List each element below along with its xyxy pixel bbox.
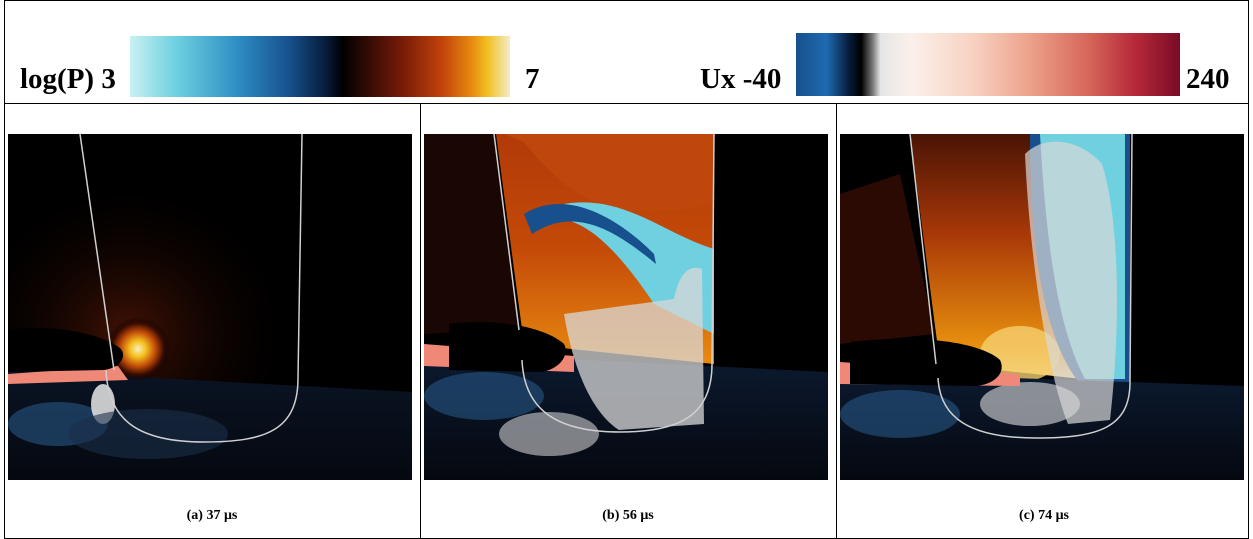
simulation-panel-b <box>424 134 828 480</box>
pressure-colorbar-label: log(P) 3 <box>20 63 116 95</box>
simulation-panel-a <box>8 134 412 480</box>
panel-divider-1 <box>420 103 421 539</box>
header-divider <box>4 103 1249 104</box>
velocity-colorbar-min: -40 <box>742 63 782 95</box>
right-border <box>1248 0 1249 539</box>
panel-a-caption: (a) 37 μs <box>186 508 238 523</box>
panel-c-caption: (c) 74 μs <box>1019 508 1069 523</box>
top-border <box>4 0 1249 1</box>
velocity-colorbar <box>796 33 1180 96</box>
panel-divider-2 <box>836 103 837 539</box>
velocity-colorbar-label: Ux -40 <box>700 63 782 95</box>
panel-b-caption: (b) 56 μs <box>602 508 654 523</box>
left-border <box>4 0 5 539</box>
pressure-colorbar <box>130 36 510 97</box>
pressure-colorbar-min: 3 <box>101 63 116 95</box>
simulation-panel-c <box>840 134 1244 480</box>
pressure-colorbar-max: 7 <box>525 63 540 95</box>
velocity-colorbar-max: 240 <box>1186 63 1230 95</box>
